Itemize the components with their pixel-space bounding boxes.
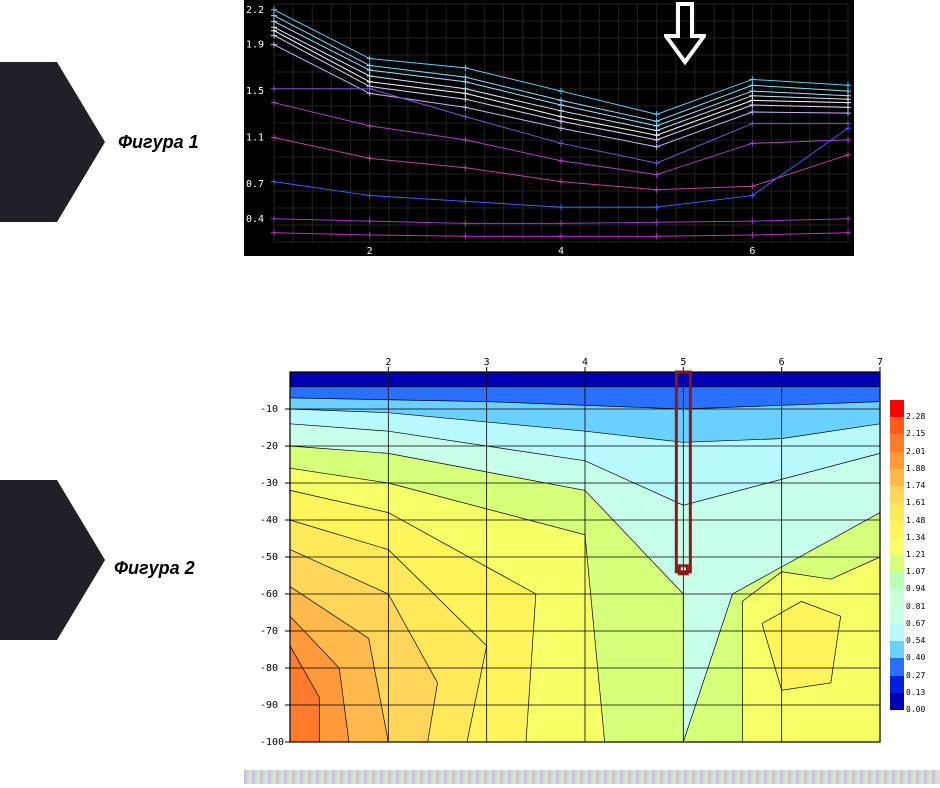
arrow-down-icon [664,2,706,66]
figure-1-label: Фигура 1 [118,132,199,153]
svg-text:4: 4 [558,246,564,256]
figure-2-label: Фигура 2 [114,558,195,579]
svg-text:7: 7 [877,357,883,368]
svg-text:5: 5 [680,357,686,368]
svg-text:1.9: 1.9 [246,40,264,51]
figure-2-svg: 2 3 4 5 6 7 -10 -20 -30 -40 -50 -60 -70 -80 -90 -100 [244,354,940,748]
figure-2-chart: 234567-10-20-30-40-50-60-70-80-90-100 2.… [244,354,940,748]
svg-text:-50: -50 [260,552,278,563]
svg-text:2: 2 [367,246,373,256]
svg-text:-90: -90 [260,700,278,711]
svg-text:4: 4 [582,357,588,368]
svg-text:-30: -30 [260,478,278,489]
svg-text:-70: -70 [260,626,278,637]
svg-text:-100: -100 [260,737,284,748]
svg-text:6: 6 [779,357,785,368]
svg-text:-80: -80 [260,663,278,674]
chevron-marker-1 [0,62,105,222]
chevron-marker-2 [0,480,105,640]
svg-text:-40: -40 [260,515,278,526]
svg-text:3: 3 [484,357,490,368]
svg-text:0.7: 0.7 [246,179,264,190]
svg-text:1.1: 1.1 [246,133,264,144]
svg-text:6: 6 [749,246,755,256]
figure-1-chart: 0.4 0.7 1.1 1.5 1.9 2.2 2 4 6 [244,0,854,256]
svg-text:-20: -20 [260,441,278,452]
noise-bar [244,770,940,784]
svg-text:0.4: 0.4 [246,214,264,225]
svg-text:2: 2 [385,357,391,368]
svg-text:2.2: 2.2 [246,5,264,16]
svg-text:-60: -60 [260,589,278,600]
svg-text:1.5: 1.5 [246,86,264,97]
figure-1-svg: 0.4 0.7 1.1 1.5 1.9 2.2 2 4 6 [244,0,854,256]
svg-text:-10: -10 [260,404,278,415]
